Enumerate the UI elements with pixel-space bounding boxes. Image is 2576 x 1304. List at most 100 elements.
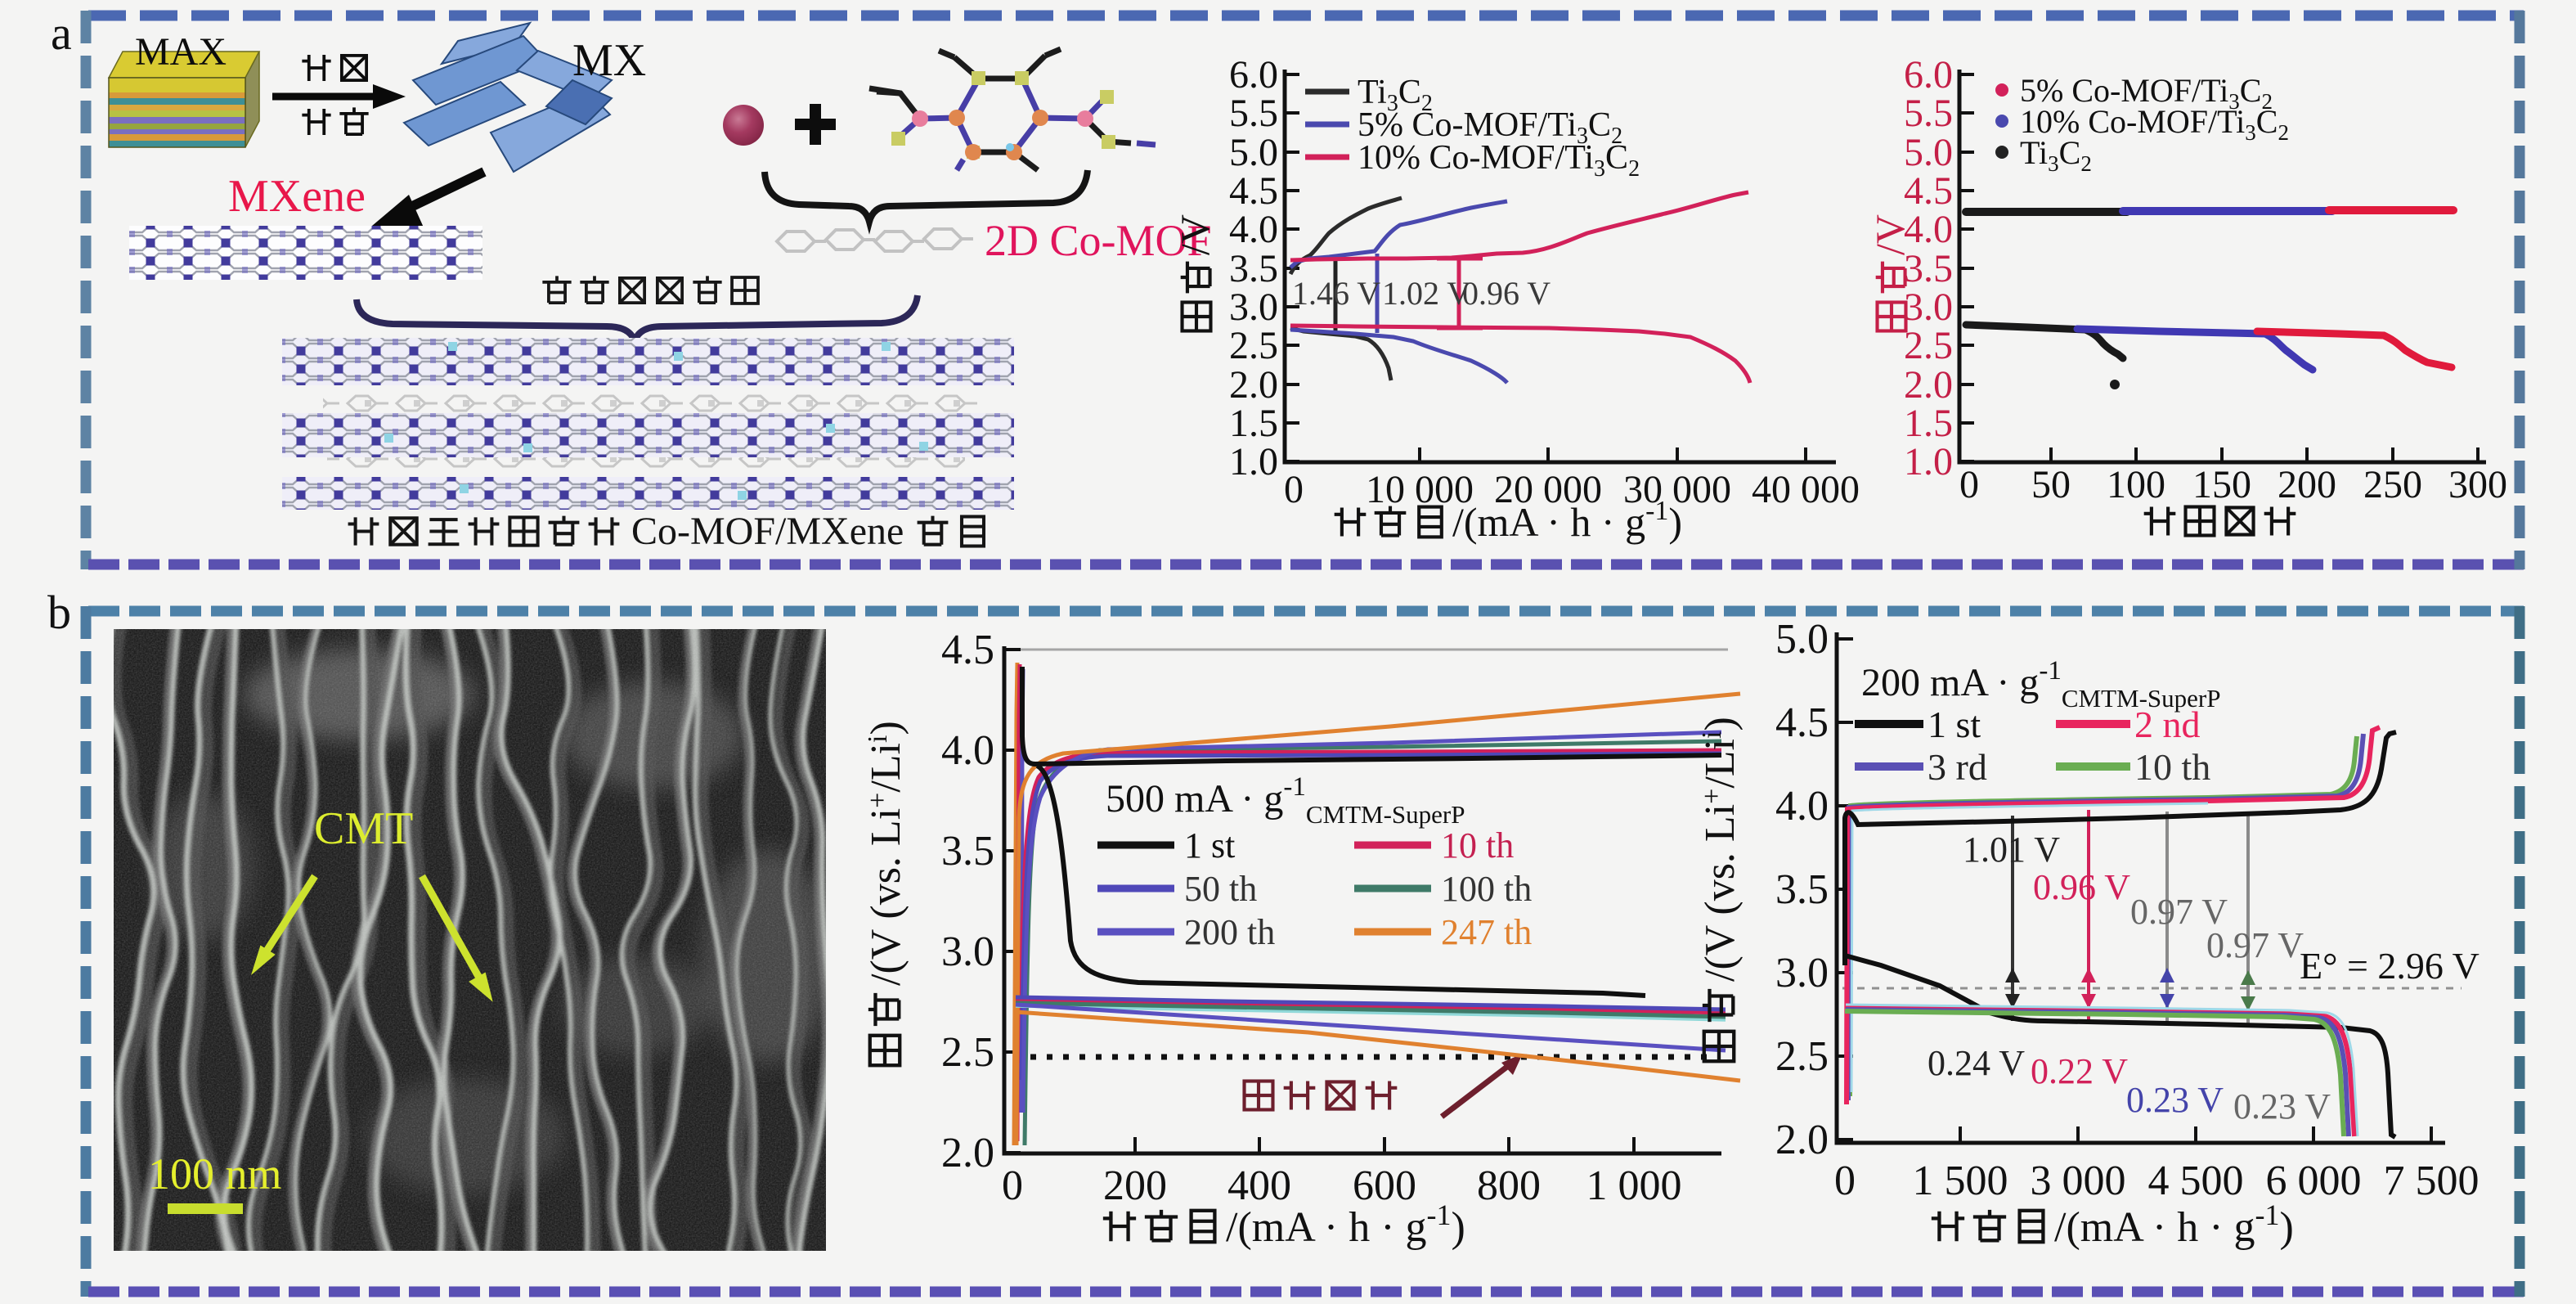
svg-text:2.5: 2.5 [1904,324,1953,367]
svg-text:2.5: 2.5 [941,1029,994,1076]
svg-text:0.23 V: 0.23 V [2233,1086,2331,1126]
svg-text:10% Co-MOF/Ti3C2: 10% Co-MOF/Ti3C2 [2020,103,2289,145]
svg-text:3 000: 3 000 [2031,1158,2126,1204]
svg-text:MX: MX [572,35,646,86]
svg-text:40 000: 40 000 [1752,468,1860,511]
svg-text:200 th: 200 th [1184,912,1275,952]
svg-text:6.0: 6.0 [1229,53,1278,97]
svg-text:0: 0 [1834,1158,1856,1204]
svg-text:4.0: 4.0 [1904,208,1953,251]
svg-text:3.0: 3.0 [1775,950,1829,996]
svg-text:4.0: 4.0 [1229,208,1278,251]
svg-text:100: 100 [2107,463,2165,506]
svg-text:3.0: 3.0 [941,929,994,975]
svg-text:/(mA · h · g-1): /(mA · h · g-1) [1452,496,1682,545]
svg-text:0.96 V: 0.96 V [1462,275,1551,312]
svg-text:200: 200 [1103,1162,1167,1209]
svg-text:/(mA · h · g-1): /(mA · h · g-1) [2054,1198,2294,1251]
svg-text:Co-MOF/MXene: Co-MOF/MXene [631,510,904,553]
svg-text:0.96 V: 0.96 V [2033,867,2130,907]
svg-text:1.5: 1.5 [1904,402,1953,445]
svg-text:2D Co-MOF: 2D Co-MOF [985,216,1212,265]
svg-text:1 st: 1 st [1928,704,1981,745]
svg-text:2.0: 2.0 [1229,363,1278,407]
svg-text:30 000: 30 000 [1623,468,1731,511]
svg-text:1.5: 1.5 [1229,402,1278,445]
svg-text:2 nd: 2 nd [2134,704,2201,745]
svg-text:10% Co-MOF/Ti3C2: 10% Co-MOF/Ti3C2 [1358,139,1640,182]
svg-text:5.0: 5.0 [1904,131,1953,174]
svg-text:200: 200 [2278,463,2336,506]
svg-text:/(V (vs. Li+/Lii): /(V (vs. Li+/Lii) [863,721,909,986]
svg-text:/(mA · h · g-1): /(mA · h · g-1) [1226,1198,1465,1251]
svg-text:1 000: 1 000 [1586,1162,1682,1209]
svg-text:3.5: 3.5 [1229,247,1278,290]
svg-text:a: a [51,7,72,60]
svg-text:3.5: 3.5 [1775,866,1829,913]
svg-text:5.5: 5.5 [1229,92,1278,135]
svg-text:50 th: 50 th [1184,869,1257,909]
svg-text:5.0: 5.0 [1229,131,1278,174]
svg-text:1.01 V: 1.01 V [1963,830,2060,870]
svg-text:4.5: 4.5 [941,627,994,673]
svg-text:1 500: 1 500 [1913,1158,2008,1204]
svg-text:4.0: 4.0 [1775,783,1829,830]
svg-text:4.5: 4.5 [1904,169,1953,213]
svg-text:MXene: MXene [228,171,366,222]
svg-text:100 nm: 100 nm [148,1149,282,1198]
svg-text:1 st: 1 st [1184,825,1235,866]
svg-text:4 500: 4 500 [2148,1158,2244,1204]
svg-text:20 000: 20 000 [1494,468,1602,511]
svg-text:6 000: 6 000 [2266,1158,2362,1204]
svg-text:10 000: 10 000 [1366,468,1474,511]
svg-text:100 th: 100 th [1441,869,1532,909]
svg-text:0.24 V: 0.24 V [1928,1043,2025,1083]
svg-text:2.5: 2.5 [1229,324,1278,367]
svg-text:0.22 V: 0.22 V [2031,1051,2128,1091]
svg-text:10 th: 10 th [1441,825,1514,866]
svg-text:1.0: 1.0 [1904,440,1953,483]
svg-text:2.5: 2.5 [1775,1033,1829,1080]
svg-text:4.0: 4.0 [941,727,994,774]
svg-text:1.46 V: 1.46 V [1292,275,1380,312]
svg-text:3.0: 3.0 [1229,286,1278,329]
svg-text:Ti3C2: Ti3C2 [1358,74,1433,116]
svg-text:0.97 V: 0.97 V [2206,925,2304,965]
svg-text:0.97 V: 0.97 V [2130,892,2228,932]
svg-text:4.5: 4.5 [1775,699,1829,746]
svg-text:3.5: 3.5 [941,828,994,875]
svg-text:150: 150 [2192,463,2251,506]
svg-text:/V: /V [1172,214,1218,255]
svg-text:CMT: CMT [314,803,413,854]
svg-text:MAX: MAX [135,30,227,74]
svg-text:0: 0 [1284,468,1304,511]
svg-text:600: 600 [1353,1162,1416,1209]
svg-text:300: 300 [2448,463,2507,506]
svg-text:4.5: 4.5 [1229,169,1278,213]
svg-text:6.0: 6.0 [1904,53,1953,97]
svg-text:1.0: 1.0 [1229,440,1278,483]
svg-text:0.23 V: 0.23 V [2126,1080,2224,1120]
svg-text:400: 400 [1227,1162,1291,1209]
svg-text:50: 50 [2031,463,2071,506]
svg-text:800: 800 [1477,1162,1541,1209]
svg-text:2.0: 2.0 [1904,363,1953,407]
svg-text:3.0: 3.0 [1904,286,1953,329]
svg-text:247 th: 247 th [1441,912,1532,952]
svg-text:250: 250 [2363,463,2422,506]
svg-text:/(V (vs. Li+/Lii): /(V (vs. Li+/Lii) [1697,717,1744,982]
svg-text:0: 0 [1959,463,1979,506]
svg-text:5.5: 5.5 [1904,92,1953,135]
svg-text:7 500: 7 500 [2384,1158,2480,1204]
svg-text:E° = 2.96 V: E° = 2.96 V [2300,945,2480,987]
svg-text:b: b [47,586,71,639]
svg-text:5.0: 5.0 [1775,616,1829,663]
svg-text:2.0: 2.0 [1775,1117,1829,1163]
svg-text:0: 0 [1002,1162,1023,1209]
svg-text:Ti3C2: Ti3C2 [2020,134,2092,176]
svg-text:3 rd: 3 rd [1928,746,1987,788]
svg-text:2.0: 2.0 [941,1130,994,1176]
svg-text:/V: /V [1867,214,1913,255]
svg-text:10 th: 10 th [2134,746,2210,788]
svg-text:3.5: 3.5 [1904,247,1953,290]
